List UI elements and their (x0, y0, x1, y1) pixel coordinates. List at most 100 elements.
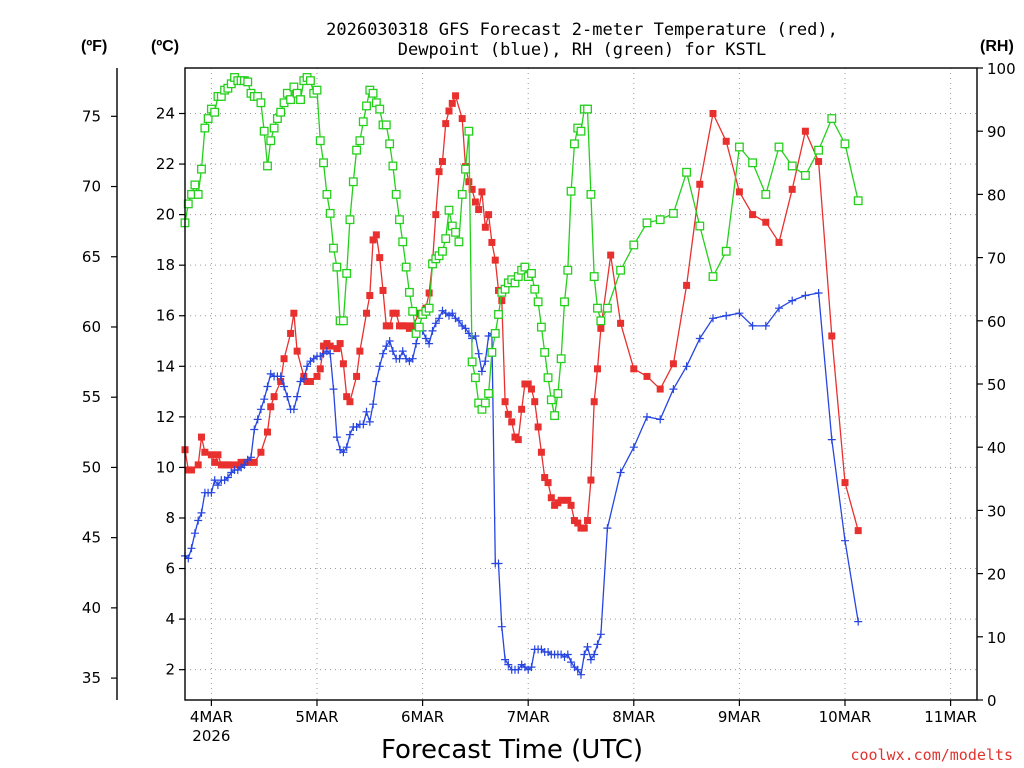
dewpoint-point (408, 354, 417, 363)
dewpoint-point (194, 516, 203, 525)
rh-point (362, 101, 371, 111)
dewpoint-point (382, 342, 391, 351)
celsius-tick-label: 4 (165, 610, 175, 628)
rh-point (398, 237, 408, 247)
celsius-tick-label: 24 (156, 105, 175, 123)
dewpoint-point (593, 640, 602, 649)
dewpoint-point (379, 349, 387, 358)
temperature-point (722, 137, 730, 145)
dewpoint-point (253, 415, 262, 424)
dewpoint-point (474, 349, 483, 358)
dewpoint-point (573, 665, 582, 674)
temperature-point (524, 380, 532, 388)
temperature-point (194, 461, 202, 469)
rh-axis-unit: (RH) (980, 38, 1014, 55)
rh-point (546, 395, 556, 405)
temperature-point (306, 377, 314, 385)
dewpoint-point (695, 334, 704, 343)
rh-point (827, 114, 837, 124)
rh-point (494, 310, 503, 319)
dewpoint-point (603, 524, 612, 533)
dewpoint-point (250, 425, 259, 434)
fahrenheit-tick-label: 45 (82, 529, 101, 547)
temperature-point (257, 448, 265, 456)
chart-title-line2: Dewpoint (blue), RH (green) for KSTL (398, 40, 766, 60)
dewpoint-point (276, 372, 285, 381)
dewpoint-point (583, 642, 592, 651)
time-tick-label: 4MAR (190, 708, 233, 726)
rh-point (286, 95, 296, 105)
rh-point (470, 373, 480, 383)
dewpoint-point (577, 670, 585, 679)
temperature-point (504, 410, 512, 418)
dewpoint-point (580, 650, 589, 659)
dewpoint-point (461, 324, 470, 333)
temperature-point (518, 405, 526, 413)
dewpoint-point (775, 304, 783, 313)
dewpoint-point (616, 468, 625, 477)
dewpoint-point (329, 385, 338, 394)
temperature-point (214, 451, 222, 459)
dewpoint-point (299, 374, 308, 383)
dewpoint-point (827, 435, 836, 444)
temperature-point (432, 211, 440, 219)
temperature-point (669, 360, 677, 368)
rh-point (312, 85, 322, 95)
temperature-point (386, 322, 394, 330)
dewpoint-point (369, 400, 378, 409)
chart-title-line1: 2026030318 GFS Forecast 2-meter Temperat… (326, 20, 838, 40)
temperature-point (211, 458, 219, 466)
temperature-point (326, 342, 334, 350)
rh-point (461, 164, 470, 174)
temperature-point (749, 211, 757, 219)
x-axis-label: Forecast Time (UTC) (381, 735, 643, 765)
rh-point (355, 136, 365, 146)
dewpoint-point (190, 529, 199, 538)
rh-point (197, 164, 206, 174)
temperature-point (547, 494, 555, 502)
temperature-point (201, 448, 209, 456)
temperature-point (564, 496, 572, 504)
temperature-point (267, 403, 275, 411)
temperature-point (468, 185, 476, 193)
rh-point (761, 189, 771, 199)
rh-point (540, 347, 550, 357)
fahrenheit-tick-label: 50 (82, 458, 101, 476)
temperature-point (656, 385, 664, 393)
rh-point (543, 373, 553, 383)
rh-point (464, 126, 474, 136)
celsius-tick-label: 12 (156, 408, 175, 426)
rh-tick-label: 60 (987, 313, 1006, 331)
time-tick-label: 5MAR (295, 708, 338, 726)
temperature-point (574, 519, 582, 527)
rh-point (467, 357, 477, 367)
rh-point (401, 262, 411, 272)
temperature-point (250, 458, 258, 466)
rh-point (853, 196, 863, 206)
temperature-point (369, 236, 377, 244)
temperature-point (313, 372, 321, 380)
rh-axis: 0 10 20 30 40 50 60 70 80 90 100 (977, 60, 1016, 710)
dewpoint-point (187, 544, 196, 553)
temperature-point (346, 398, 354, 406)
rh-point (530, 284, 540, 294)
rh-point (814, 145, 824, 155)
rh-tick-label: 80 (987, 186, 1006, 204)
dewpoint-point (682, 362, 691, 371)
temperature-point (544, 479, 552, 487)
temperature-point (643, 372, 651, 380)
dewpoint-point (448, 309, 457, 318)
rh-point (190, 180, 200, 190)
temperature-point (343, 393, 351, 401)
temperature-point (534, 423, 542, 431)
rh-point (787, 161, 797, 171)
rh-point (748, 158, 758, 168)
temperature-point (597, 324, 605, 332)
rh-point (408, 306, 418, 316)
series-layer (180, 73, 863, 679)
dewpoint-point (761, 321, 770, 330)
time-tick-label: 9MAR (718, 708, 761, 726)
dewpoint-point (345, 430, 354, 439)
temperature-point (409, 322, 417, 330)
